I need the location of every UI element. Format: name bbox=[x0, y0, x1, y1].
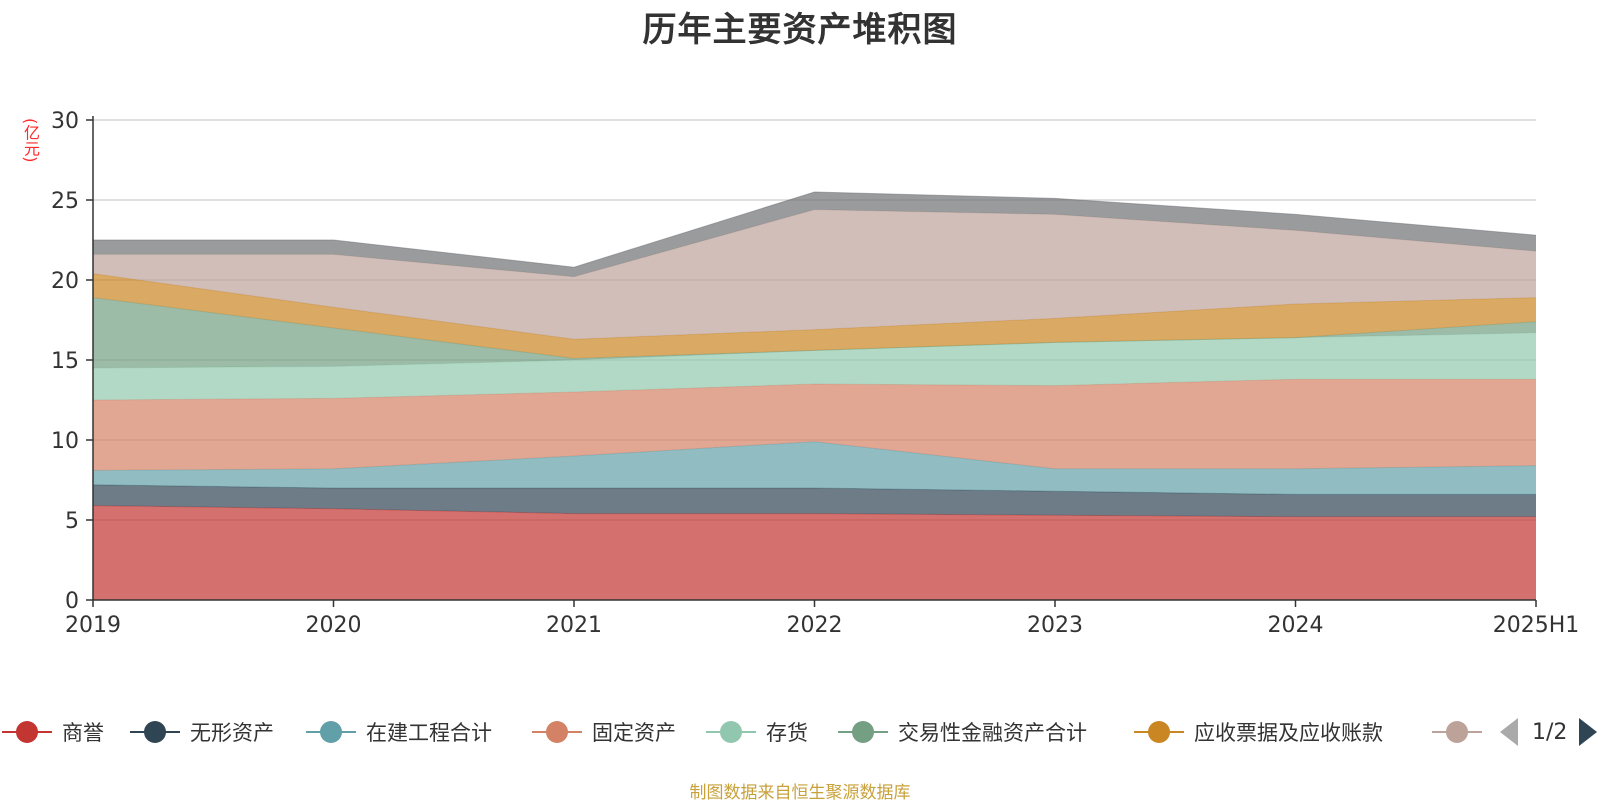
legend-item[interactable]: 存货 bbox=[706, 715, 808, 749]
legend-marker-icon bbox=[1134, 715, 1184, 749]
legend-label: 无形资产 bbox=[190, 721, 274, 745]
area-series-6 bbox=[93, 273, 1536, 359]
x-tick-label: 2023 bbox=[1027, 613, 1083, 638]
legend-next-arrow-icon[interactable] bbox=[1579, 718, 1598, 746]
legend-marker-icon bbox=[706, 715, 756, 749]
legend-item[interactable]: 在建工程合计 bbox=[306, 715, 492, 749]
legend-label: 商誉 bbox=[62, 721, 104, 745]
legend-pager: 1/2 bbox=[1500, 715, 1598, 749]
legend-prev-arrow-icon[interactable] bbox=[1500, 718, 1518, 746]
y-tick-label: 25 bbox=[51, 189, 79, 214]
chart-legend: 商誉 无形资产 在建工程合计 固定资产 存货 交易性金融资产合计 应收票据及应收账款 bbox=[0, 715, 1600, 755]
legend-label: 应收票据及应收账款 bbox=[1194, 721, 1383, 745]
area-series-7 bbox=[93, 209, 1536, 340]
x-tick-label: 2020 bbox=[306, 613, 362, 638]
y-axis-unit-label: (亿元) bbox=[21, 118, 40, 163]
legend-marker-icon bbox=[2, 715, 52, 749]
legend-page-indicator: 1/2 bbox=[1532, 719, 1568, 745]
line-series-8 bbox=[93, 191, 1537, 268]
legend-marker-icon bbox=[1432, 715, 1482, 749]
legend-item[interactable]: 无形资产 bbox=[130, 715, 274, 749]
area-series-0 bbox=[93, 505, 1536, 600]
legend-item[interactable]: 固定资产 bbox=[532, 715, 676, 749]
y-tick-label: 15 bbox=[51, 349, 79, 374]
data-source-note: 制图数据来自恒生聚源数据库 bbox=[689, 783, 911, 803]
legend-item[interactable]: 交易性金融资产合计 bbox=[838, 715, 1087, 749]
series-areas bbox=[92, 191, 1537, 600]
stacked-area-chart: 0 5 10 15 20 25 30 2019 2020 2021 2022 2023 2024 2025… bbox=[51, 109, 1579, 638]
legend-label: 固定资产 bbox=[592, 721, 676, 745]
legend-marker-icon bbox=[306, 715, 356, 749]
area-series-3 bbox=[93, 379, 1536, 471]
area-series-8 bbox=[93, 192, 1536, 277]
y-tick-label: 10 bbox=[51, 429, 79, 454]
legend-label: 在建工程合计 bbox=[366, 721, 492, 745]
y-tick-label: 20 bbox=[51, 269, 79, 294]
y-tick-label: 30 bbox=[51, 109, 79, 134]
legend-marker-icon bbox=[130, 715, 180, 749]
area-series-4 bbox=[93, 332, 1536, 400]
x-tick-label: 2022 bbox=[787, 613, 843, 638]
legend-marker-icon bbox=[838, 715, 888, 749]
legend-item[interactable] bbox=[1432, 715, 1482, 749]
area-series-2 bbox=[93, 441, 1536, 495]
x-tick-label: 2019 bbox=[65, 613, 121, 638]
legend-marker-icon bbox=[532, 715, 582, 749]
chart-title: 历年主要资产堆积图 bbox=[642, 10, 958, 50]
legend-label: 交易性金融资产合计 bbox=[898, 721, 1087, 745]
x-tick-label: 2025H1 bbox=[1493, 613, 1580, 638]
y-tick-label: 0 bbox=[65, 589, 79, 614]
legend-label: 存货 bbox=[766, 721, 808, 745]
x-tick-label: 2021 bbox=[546, 613, 602, 638]
legend-item[interactable]: 商誉 bbox=[2, 715, 104, 749]
axes: 0 5 10 15 20 25 30 2019 2020 2021 2022 2023 2024 2025… bbox=[51, 109, 1579, 638]
x-tick-label: 2024 bbox=[1268, 613, 1324, 638]
y-tick-label: 5 bbox=[65, 509, 79, 534]
legend-item[interactable]: 应收票据及应收账款 bbox=[1134, 715, 1383, 749]
area-series-1 bbox=[93, 484, 1536, 517]
area-series-5 bbox=[93, 297, 1536, 368]
